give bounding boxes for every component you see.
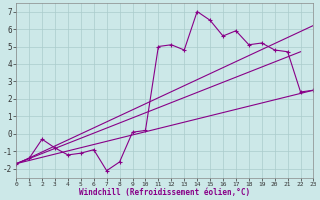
X-axis label: Windchill (Refroidissement éolien,°C): Windchill (Refroidissement éolien,°C) <box>79 188 250 197</box>
